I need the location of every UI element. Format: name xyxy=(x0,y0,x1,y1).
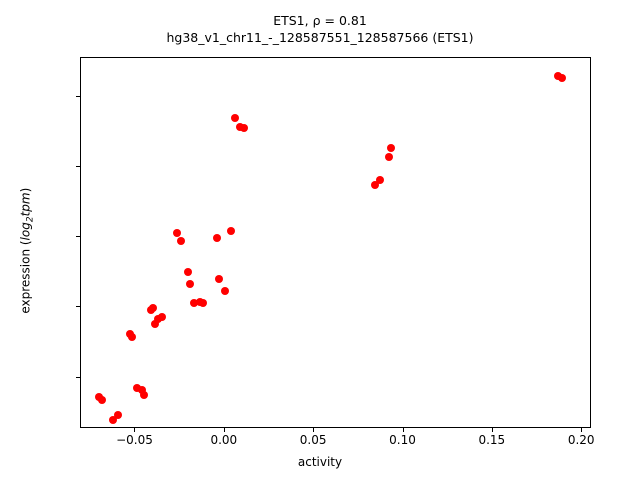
data-point xyxy=(137,386,146,395)
x-tick-mark xyxy=(134,428,136,432)
x-tick-mark xyxy=(223,428,225,432)
data-point xyxy=(97,396,106,405)
y-axis-label-suffix: ) xyxy=(18,187,33,193)
data-point xyxy=(386,143,395,152)
x-tick-label: −0.05 xyxy=(116,433,153,447)
x-tick-mark xyxy=(581,428,583,432)
y-axis-label-subscript: 2 xyxy=(25,216,36,223)
data-point xyxy=(199,298,208,307)
y-tick-mark xyxy=(76,165,80,167)
data-point xyxy=(113,410,122,419)
x-axis-label: activity xyxy=(297,455,343,469)
y-axis-label-prefix: expression ( xyxy=(18,240,33,314)
x-tick-label: 0.00 xyxy=(210,433,238,447)
x-tick-label: 0.05 xyxy=(299,433,327,447)
data-point xyxy=(149,304,158,313)
data-point xyxy=(239,124,248,133)
data-point xyxy=(151,320,160,329)
y-tick-mark xyxy=(76,95,80,97)
y-axis-label-tpm: tpm xyxy=(18,192,33,217)
data-point xyxy=(133,383,142,392)
x-tick-label: 0.10 xyxy=(389,433,416,447)
data-point xyxy=(173,228,182,237)
data-point xyxy=(189,298,198,307)
x-tick-mark xyxy=(313,428,315,432)
data-point xyxy=(153,314,162,323)
chart-title-line2: hg38_v1_chr11_-_128587551_128587566 (ETS… xyxy=(166,30,474,45)
x-tick-label: 0.20 xyxy=(567,433,595,447)
data-point xyxy=(140,390,149,399)
x-tick-mark xyxy=(491,428,493,432)
data-point xyxy=(177,237,186,246)
data-point xyxy=(109,415,118,424)
data-point xyxy=(385,153,394,162)
data-point xyxy=(230,113,239,122)
y-axis-label-log: log xyxy=(18,222,33,241)
y-tick-mark xyxy=(76,376,80,378)
data-point xyxy=(127,332,136,341)
data-point xyxy=(185,279,194,288)
data-point xyxy=(184,268,193,277)
x-tick-mark xyxy=(402,428,404,432)
data-point xyxy=(220,286,229,295)
y-tick-mark xyxy=(76,306,80,308)
data-point xyxy=(212,233,221,242)
plot-area xyxy=(80,57,591,428)
scatter-points-layer xyxy=(81,58,590,427)
chart-title-line1: ETS1, ρ = 0.81 xyxy=(273,13,367,28)
data-point xyxy=(227,226,236,235)
data-point xyxy=(557,73,566,82)
data-point xyxy=(370,181,379,190)
data-point xyxy=(214,275,223,284)
chart-title: ETS1, ρ = 0.81 hg38_v1_chr11_-_128587551… xyxy=(0,12,640,46)
y-axis-label: expression (log2tpm) xyxy=(18,121,35,381)
y-tick-mark xyxy=(76,236,80,238)
x-tick-label: 0.15 xyxy=(478,433,506,447)
data-point xyxy=(158,313,167,322)
data-point xyxy=(376,175,385,184)
